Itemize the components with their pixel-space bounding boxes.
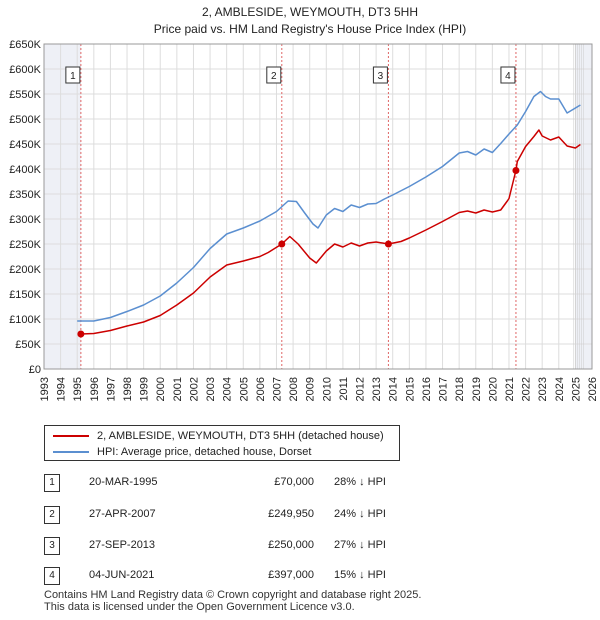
transaction-row: 3 27-SEP-2013 £250,000 27% ↓ HPI <box>44 537 464 557</box>
x-tick-label: 2023 <box>537 377 549 401</box>
transaction-row: 2 27-APR-2007 £249,950 24% ↓ HPI <box>44 506 464 526</box>
transaction-date: 04-JUN-2021 <box>89 569 155 581</box>
y-tick-label: £400K <box>9 164 41 176</box>
y-tick-label: £650K <box>9 39 41 51</box>
x-tick-label: 2004 <box>222 377 234 401</box>
y-tick-label: £100K <box>9 314 41 326</box>
transaction-row: 1 20-MAR-1995 £70,000 28% ↓ HPI <box>44 474 464 494</box>
sale-label-box <box>65 66 81 84</box>
x-tick-label: 2006 <box>255 377 267 401</box>
x-tick-label: 2018 <box>454 377 466 401</box>
transaction-hpi-diff: 24% ↓ HPI <box>334 508 386 520</box>
y-tick-label: £150K <box>9 289 41 301</box>
x-tick-label: 2002 <box>188 377 200 401</box>
x-tick-label: 2025 <box>570 377 582 401</box>
transaction-hpi-diff: 15% ↓ HPI <box>334 569 386 581</box>
transaction-price: £249,950 <box>268 508 314 520</box>
x-tick-label: 2021 <box>504 377 516 401</box>
legend-swatch-property <box>53 435 89 437</box>
x-tick-label: 2009 <box>305 377 317 401</box>
x-tick-label: 1993 <box>39 377 51 401</box>
y-tick-label: £250K <box>9 239 41 251</box>
y-tick-label: £500K <box>9 114 41 126</box>
x-tick-label: 2017 <box>438 377 450 401</box>
pre-sale-shading <box>44 44 81 369</box>
sale-label-number: 3 <box>378 71 384 82</box>
legend-item-property: 2, AMBLESIDE, WEYMOUTH, DT3 5HH (detache… <box>53 428 384 444</box>
transaction-row: 4 04-JUN-2021 £397,000 15% ↓ HPI <box>44 567 464 587</box>
sale-label-number: 1 <box>70 71 76 82</box>
x-tick-label: 2013 <box>371 377 383 401</box>
y-tick-label: £450K <box>9 139 41 151</box>
x-tick-label: 1994 <box>56 377 68 401</box>
plot-background <box>44 44 592 369</box>
x-tick-label: 2000 <box>155 377 167 401</box>
price-chart: 2, AMBLESIDE, WEYMOUTH, DT3 5HH Price pa… <box>9 5 599 401</box>
legend-label-property: 2, AMBLESIDE, WEYMOUTH, DT3 5HH (detache… <box>97 430 384 442</box>
transaction-price: £250,000 <box>268 539 314 551</box>
x-tick-label: 2010 <box>321 377 333 401</box>
transaction-number-badge: 4 <box>44 567 60 585</box>
legend-label-hpi: HPI: Average price, detached house, Dors… <box>97 446 312 458</box>
x-tick-label: 1999 <box>139 377 151 401</box>
x-tick-label: 2007 <box>271 377 283 401</box>
transaction-date: 27-APR-2007 <box>89 508 156 520</box>
x-tick-label: 1995 <box>72 377 84 401</box>
sale-label-box <box>266 66 282 84</box>
x-tick-label: 2024 <box>554 377 566 401</box>
sale-point <box>77 330 85 338</box>
transaction-number-badge: 2 <box>44 506 60 524</box>
y-tick-label: £0 <box>29 364 41 376</box>
footer-licence: This data is licensed under the Open Gov… <box>44 601 355 613</box>
x-tick-label: 1998 <box>122 377 134 401</box>
x-tick-label: 2015 <box>404 377 416 401</box>
y-tick-label: £300K <box>9 214 41 226</box>
legend-item-hpi: HPI: Average price, detached house, Dors… <box>53 444 311 460</box>
plot-frame <box>43 43 593 370</box>
footer-attribution: Contains HM Land Registry data © Crown c… <box>44 589 421 613</box>
x-tick-label: 2020 <box>487 377 499 401</box>
sale-point <box>512 167 520 174</box>
y-tick-label: £50K <box>15 339 41 351</box>
sale-point <box>384 240 392 248</box>
y-tick-label: £350K <box>9 189 41 201</box>
x-tick-label: 1997 <box>105 377 117 401</box>
x-tick-label: 2003 <box>205 377 217 401</box>
footer-copyright: Contains HM Land Registry data © Crown c… <box>44 589 422 601</box>
x-tick-label: 2001 <box>172 377 184 401</box>
x-tick-label: 2005 <box>238 377 250 401</box>
series-line-property <box>80 129 581 335</box>
x-tick-label: 2011 <box>338 377 350 401</box>
y-tick-label: £550K <box>9 89 41 101</box>
legend: 2, AMBLESIDE, WEYMOUTH, DT3 5HH (detache… <box>44 425 400 461</box>
sale-point <box>278 240 286 248</box>
x-tick-label: 2026 <box>587 377 599 401</box>
series-line-hpi <box>77 90 581 322</box>
x-tick-label: 2016 <box>421 377 433 401</box>
transaction-date: 20-MAR-1995 <box>89 476 158 488</box>
transaction-number-badge: 3 <box>44 537 60 555</box>
sale-label-number: 2 <box>271 71 277 82</box>
x-tick-label: 2019 <box>471 377 483 401</box>
transaction-price: £70,000 <box>274 476 314 488</box>
chart-title: 2, AMBLESIDE, WEYMOUTH, DT3 5HH <box>202 5 418 19</box>
x-tick-label: 2012 <box>355 377 367 401</box>
sale-label-box <box>500 66 516 84</box>
sale-label-number: 4 <box>505 71 511 82</box>
x-tick-label: 2008 <box>288 377 300 401</box>
y-tick-label: £600K <box>9 64 41 76</box>
x-tick-label: 1996 <box>89 377 101 401</box>
y-tick-label: £200K <box>9 264 41 276</box>
sale-label-box <box>372 66 388 84</box>
legend-swatch-hpi <box>53 451 89 453</box>
transaction-number-badge: 1 <box>44 474 60 492</box>
transaction-hpi-diff: 27% ↓ HPI <box>334 539 386 551</box>
transaction-hpi-diff: 28% ↓ HPI <box>334 476 386 488</box>
transaction-price: £397,000 <box>268 569 314 581</box>
chart-subtitle: Price paid vs. HM Land Registry's House … <box>154 22 466 36</box>
transaction-date: 27-SEP-2013 <box>89 539 156 551</box>
x-tick-label: 2022 <box>521 377 533 401</box>
x-tick-label: 2014 <box>388 377 400 401</box>
